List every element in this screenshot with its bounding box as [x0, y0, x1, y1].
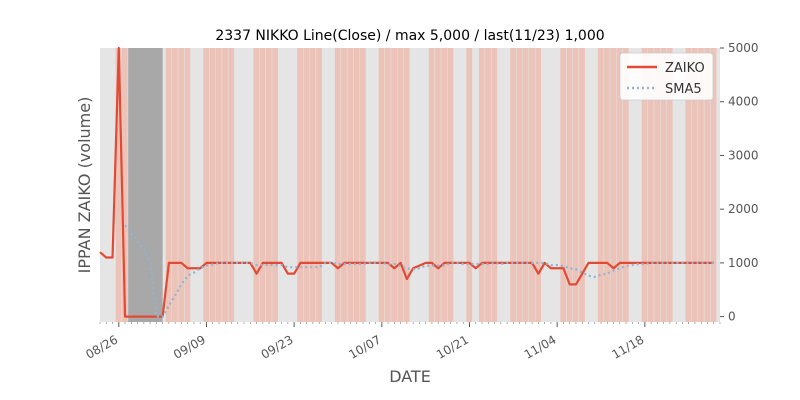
- chart-title: 2337 NIKKO Line(Close) / max 5,000 / las…: [215, 28, 604, 44]
- band-2019-11-20: [654, 48, 661, 322]
- band-2019-09-11: [215, 48, 222, 322]
- band-2019-11-27: [698, 48, 704, 322]
- band-2019-10-30: [522, 48, 529, 322]
- band-2019-09-26: [309, 48, 316, 322]
- band-2019-11-25: [685, 48, 692, 322]
- legend-label-sma5: SMA5: [665, 82, 702, 97]
- band-2019-08-27: [121, 48, 128, 322]
- band-2019-10-08: [384, 48, 391, 322]
- band-2019-09-05: [178, 48, 185, 322]
- band-2019-10-03: [353, 48, 360, 322]
- band-2019-11-29: [710, 48, 717, 322]
- band-2019-11-28: [704, 48, 711, 322]
- y-axis: 0 1000 2000 3000 4000 5000: [720, 41, 759, 324]
- x-tick-label: 11/18: [609, 332, 646, 361]
- band-2019-11-14: [616, 48, 623, 322]
- band-2019-09-20: [272, 48, 278, 322]
- gap-shade: [128, 48, 163, 322]
- y-tick-label: 4000: [728, 95, 759, 109]
- band-2019-09-03: [165, 48, 172, 322]
- band-2019-11-06: [566, 48, 573, 322]
- band-2019-09-12: [222, 48, 228, 322]
- weekday-bands: [115, 48, 717, 322]
- band-2019-09-06: [184, 48, 191, 322]
- band-2019-10-16: [435, 48, 441, 322]
- band-2019-09-27: [316, 48, 322, 322]
- band-2019-11-21: [660, 48, 667, 322]
- y-axis-label: IPPAN ZAIKO (volume): [75, 97, 94, 274]
- band-2019-09-04: [172, 48, 178, 322]
- band-2019-11-05: [560, 48, 567, 322]
- band-2019-11-11: [597, 48, 604, 322]
- band-2019-10-21: [466, 48, 473, 322]
- band-2019-11-15: [622, 48, 629, 322]
- band-2019-11-01: [535, 48, 542, 322]
- band-2019-09-25: [303, 48, 310, 322]
- band-2019-10-11: [403, 48, 410, 322]
- band-2019-09-17: [253, 48, 260, 322]
- x-tick-label: 08/26: [83, 332, 120, 361]
- band-2019-11-18: [641, 48, 648, 322]
- band-2019-10-01: [341, 48, 347, 322]
- y-tick-label: 2000: [728, 202, 759, 216]
- band-2019-11-13: [610, 48, 617, 322]
- band-2019-09-10: [209, 48, 216, 322]
- legend-label-zaiko: ZAIKO: [665, 61, 705, 76]
- legend: ZAIKO SMA5: [619, 52, 714, 101]
- x-axis-label: DATE: [389, 367, 431, 386]
- gap-region: [128, 48, 163, 322]
- x-tick-label: 09/09: [171, 332, 208, 361]
- band-2019-10-10: [397, 48, 404, 322]
- band-2019-10-25: [491, 48, 498, 322]
- y-tick-label: 0: [728, 310, 736, 324]
- band-2019-09-13: [228, 48, 235, 322]
- x-tick-label: 11/04: [522, 332, 559, 361]
- band-2019-10-28: [510, 48, 516, 322]
- band-2019-10-15: [428, 48, 435, 322]
- x-tick-label: 10/07: [346, 332, 383, 361]
- x-axis: 08/26 09/09 09/23 10/07 10/21 11/04 11/18: [83, 322, 721, 362]
- band-2019-08-26: [115, 48, 122, 322]
- band-2019-09-18: [259, 48, 266, 322]
- y-tick-label: 5000: [728, 41, 759, 55]
- y-tick-label: 1000: [728, 256, 759, 270]
- band-2019-10-29: [516, 48, 523, 322]
- x-tick-label: 09/23: [259, 332, 296, 361]
- band-2019-10-18: [447, 48, 454, 322]
- band-2019-09-19: [265, 48, 272, 322]
- band-2019-09-30: [334, 48, 341, 322]
- band-2019-10-23: [478, 48, 485, 322]
- band-2019-11-26: [691, 48, 698, 322]
- x-tick-label: 10/21: [434, 332, 471, 361]
- band-2019-11-22: [666, 48, 673, 322]
- band-2019-09-24: [297, 48, 304, 322]
- band-2019-09-09: [203, 48, 210, 322]
- band-2019-10-07: [378, 48, 385, 322]
- series-line-sma5: [124, 224, 714, 318]
- band-2019-10-02: [347, 48, 354, 322]
- band-2019-10-17: [441, 48, 448, 322]
- band-2019-11-12: [604, 48, 610, 322]
- band-2019-11-07: [572, 48, 579, 322]
- band-2019-10-24: [485, 48, 491, 322]
- band-2019-10-09: [391, 48, 397, 322]
- series-layer: [99, 46, 714, 318]
- band-2019-11-08: [579, 48, 585, 322]
- y-tick-label: 3000: [728, 148, 759, 162]
- band-2019-11-19: [647, 48, 654, 322]
- band-2019-10-31: [528, 48, 535, 322]
- band-2019-10-04: [359, 48, 366, 322]
